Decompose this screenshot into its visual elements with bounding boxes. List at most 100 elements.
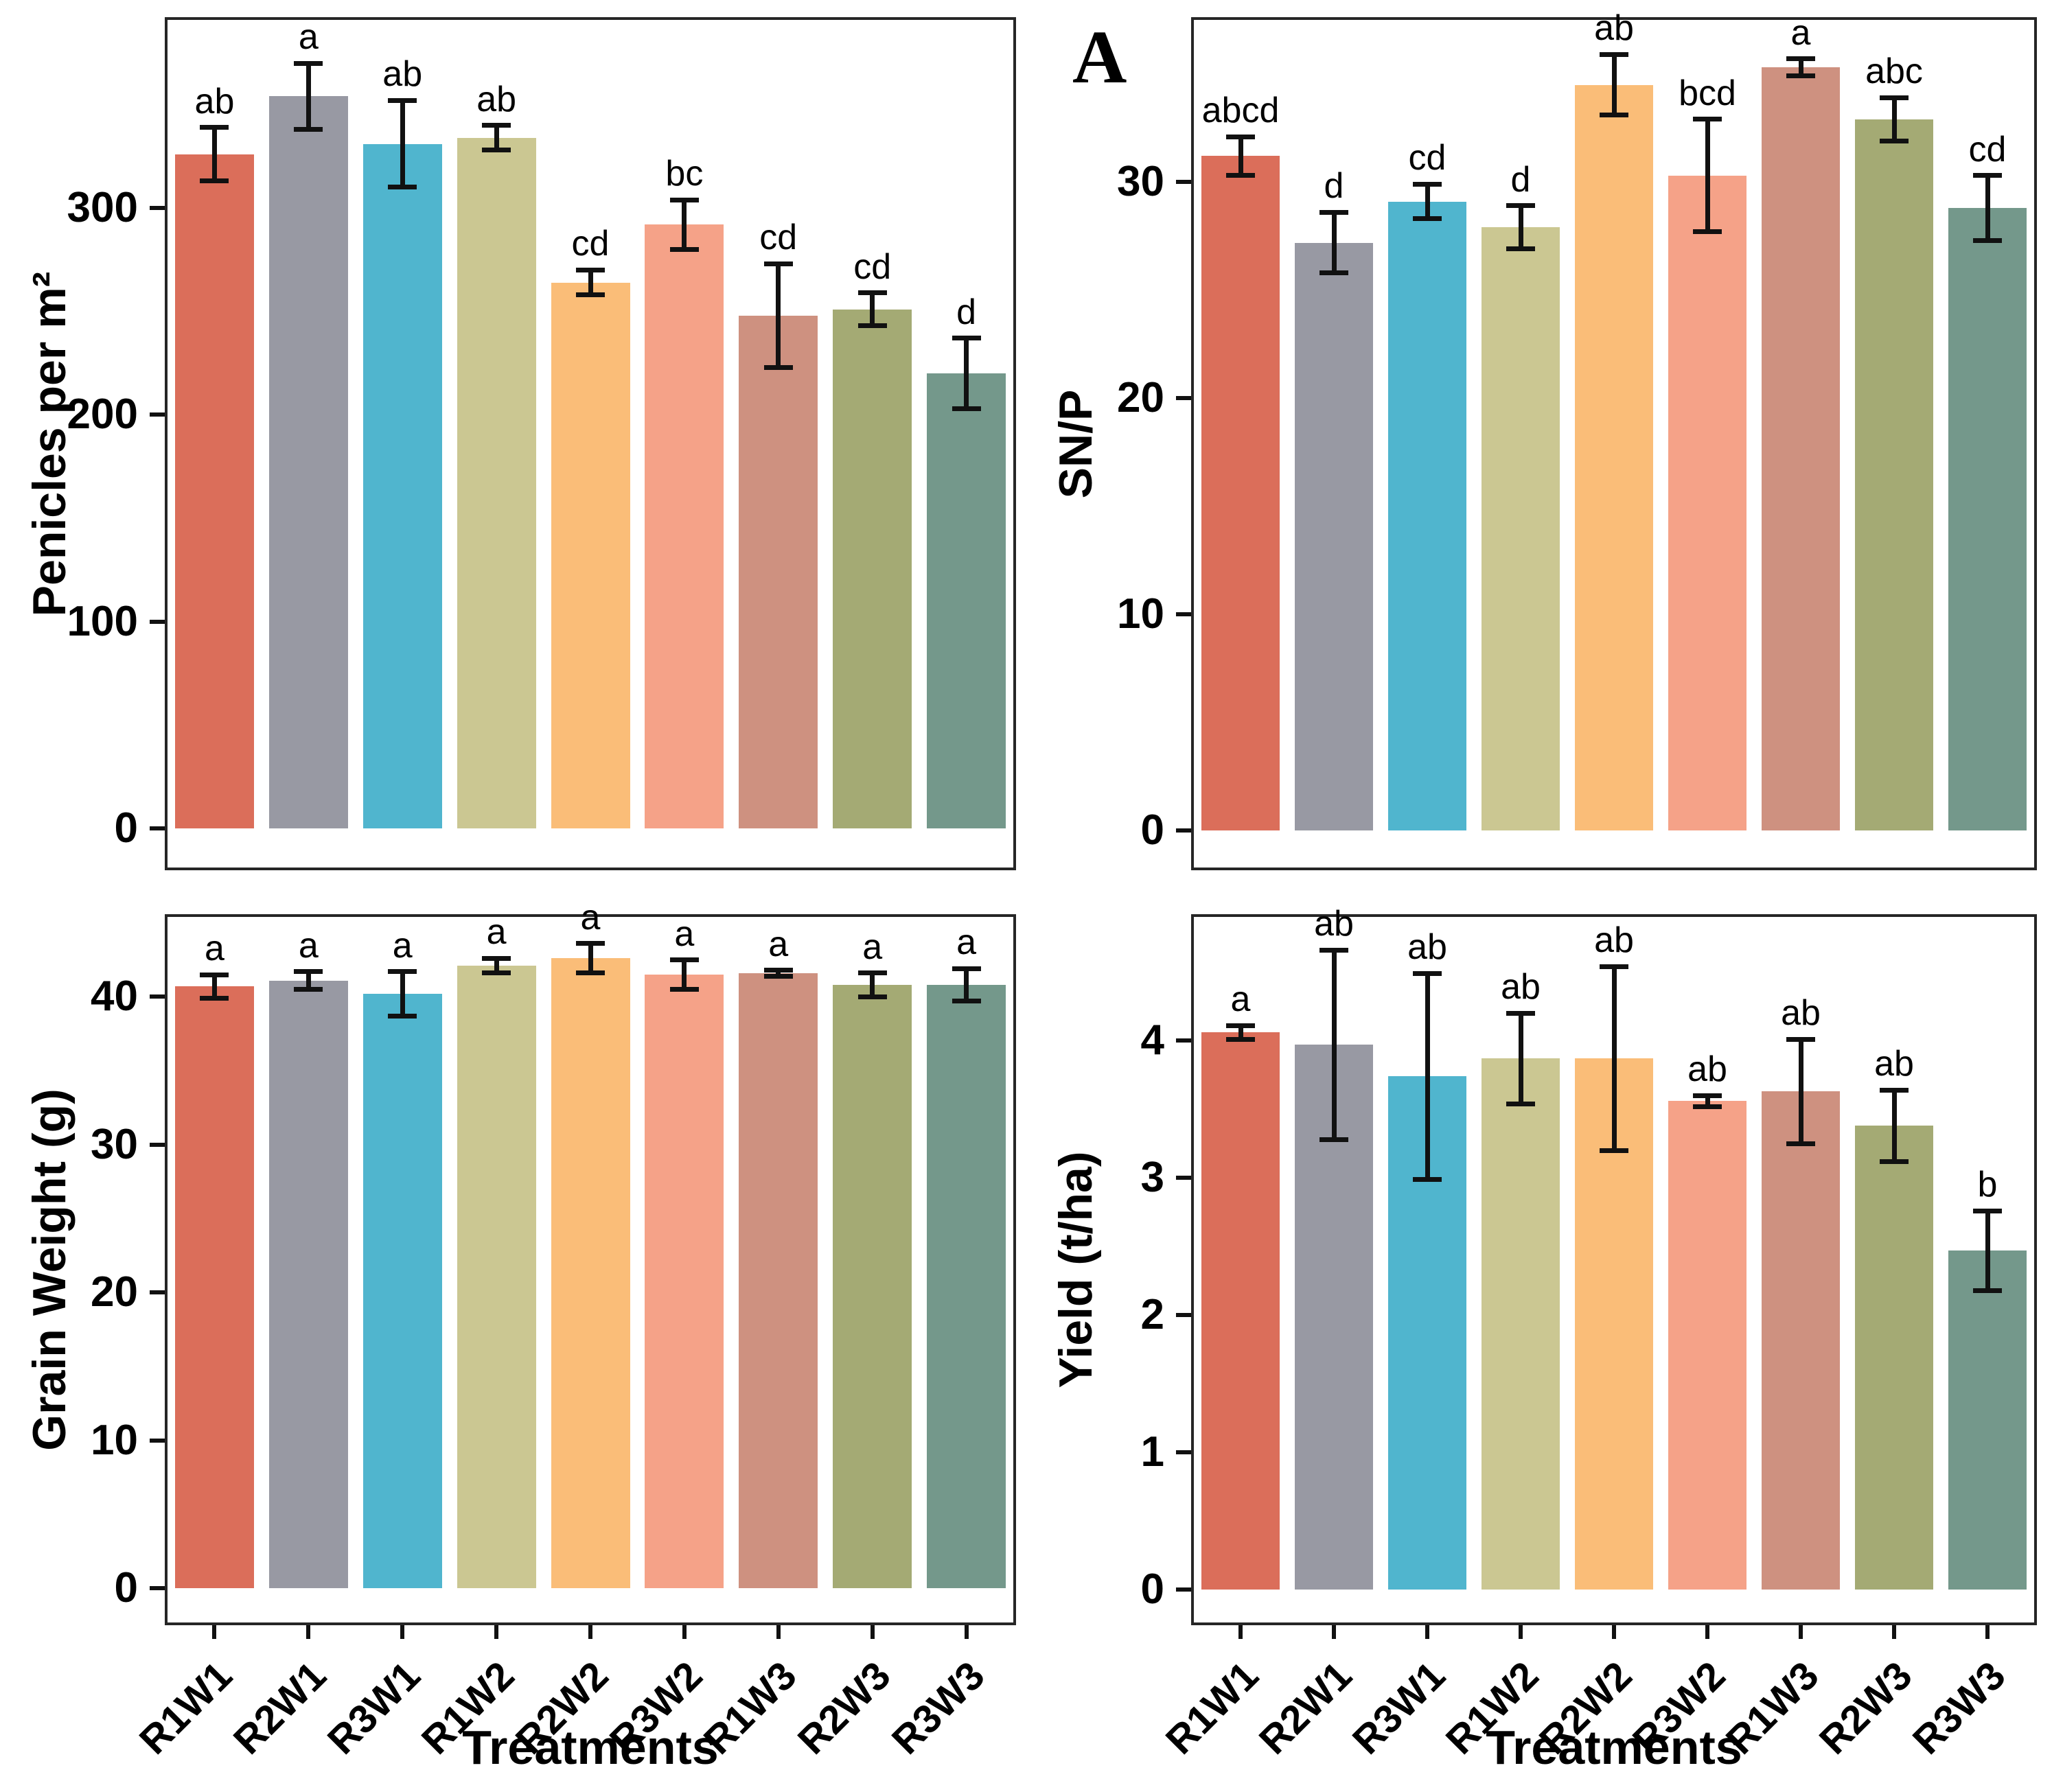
- sig-letter-snp-R3W3: cd: [1968, 129, 2007, 170]
- panel-yield: 0 1 2 3 4 Yield (t/ha) a R1W1 ab R2W1 ab R3W1 ab R1W2…: [1050, 906, 2037, 1774]
- error-bar-cap-top: [200, 972, 229, 977]
- sig-letter-snp-R1W1: abcd: [1201, 91, 1280, 131]
- error-bar-cap-bottom: [200, 996, 229, 1001]
- y-tick-mark: [150, 826, 165, 830]
- y-tick-mark: [1176, 1587, 1191, 1592]
- error-bar-grain-weight-R3W1: [400, 971, 405, 1016]
- sig-letter-panicles-R1W2: ab: [476, 79, 517, 119]
- error-bar-cap-top: [763, 261, 793, 266]
- error-bar-panicles-R2W3: [870, 292, 875, 326]
- y-tick-label: 0: [1140, 806, 1164, 854]
- error-bar-cap-top: [952, 336, 981, 341]
- sig-letter-panicles-R1W3: cd: [759, 218, 798, 258]
- error-bar-snp-R3W3: [1985, 175, 1990, 241]
- error-bar-cap-top: [388, 969, 417, 975]
- error-bar-cap-top: [1600, 51, 1628, 57]
- error-bar-grain-weight-R3W3: [964, 968, 969, 1001]
- sig-letter-snp-R2W3: abc: [1865, 51, 1923, 92]
- bar-yield-R1W1: [1201, 1032, 1280, 1590]
- error-bar-cap-bottom: [576, 292, 605, 298]
- y-tick-label: 200: [67, 391, 138, 439]
- bar-panicles-R1W2: [457, 137, 536, 828]
- x-tick-mark: [1425, 1625, 1429, 1639]
- bar-grain-weight-R3W1: [362, 994, 442, 1589]
- error-bar-cap-top: [1693, 117, 1722, 122]
- error-bar-panicles-R2W1: [306, 63, 311, 130]
- error-bar-cap-top: [1413, 970, 1442, 976]
- y-tick-mark: [1176, 828, 1191, 833]
- bar-panicles-R2W1: [268, 96, 348, 828]
- error-bar-snp-R2W2: [1611, 54, 1617, 115]
- error-bar-grain-weight-R1W1: [211, 975, 217, 999]
- error-bar-yield-R1W2: [1518, 1013, 1523, 1104]
- bar-yield-R1W2: [1482, 1058, 1560, 1590]
- y-tick-label: 3: [1140, 1154, 1164, 1201]
- sig-letter-panicles-R3W3: d: [956, 292, 976, 332]
- error-bar-grain-weight-R1W3: [776, 970, 781, 977]
- sig-letter-yield-R2W1: ab: [1314, 904, 1354, 944]
- error-bar-yield-R2W3: [1891, 1090, 1897, 1161]
- sig-letter-grain-weight-R3W2: a: [674, 914, 695, 954]
- error-bar-cap-top: [1319, 209, 1348, 215]
- sig-letter-panicles-R3W2: bc: [665, 154, 704, 194]
- y-tick-label: 20: [91, 1268, 138, 1316]
- error-bar-cap-top: [1226, 1023, 1255, 1028]
- error-bar-panicles-R3W2: [682, 200, 687, 250]
- y-tick-mark: [1176, 612, 1191, 617]
- y-tick-mark: [150, 206, 165, 211]
- bar-panicles-R2W2: [551, 282, 630, 828]
- sig-letter-grain-weight-R3W3: a: [956, 922, 976, 963]
- y-tick-mark: [150, 1290, 165, 1295]
- error-bar-cap-top: [669, 197, 699, 202]
- error-bar-cap-bottom: [952, 999, 981, 1004]
- y-tick-label: 1: [1140, 1428, 1164, 1476]
- error-bar-cap-bottom: [669, 246, 699, 252]
- sig-letter-panicles-R3W1: ab: [382, 54, 423, 95]
- x-tick-mark: [494, 1625, 499, 1639]
- y-tick-mark: [150, 619, 165, 624]
- error-bar-cap-bottom: [1506, 246, 1535, 252]
- error-bar-cap-bottom: [763, 973, 793, 979]
- error-bar-cap-bottom: [388, 1013, 417, 1019]
- sig-letter-yield-R1W2: ab: [1501, 967, 1541, 1007]
- error-bar-cap-top: [1413, 181, 1442, 187]
- error-bar-cap-bottom: [200, 178, 229, 184]
- sig-letter-panicles-R2W3: cd: [853, 246, 892, 287]
- error-bar-panicles-R1W2: [494, 125, 499, 150]
- bar-snp-R3W2: [1668, 175, 1746, 831]
- x-tick-mark: [1519, 1625, 1523, 1639]
- error-bar-cap-bottom: [1226, 1036, 1255, 1042]
- error-bar-cap-bottom: [1973, 1288, 2002, 1293]
- sig-letter-snp-R2W2: ab: [1594, 8, 1634, 49]
- error-bar-panicles-R1W3: [776, 264, 781, 368]
- error-bar-cap-top: [857, 970, 887, 976]
- error-bar-cap-top: [482, 955, 511, 961]
- y-tick-mark: [150, 1438, 165, 1443]
- sig-letter-grain-weight-R2W3: a: [862, 927, 883, 967]
- bar-yield-R3W2: [1668, 1101, 1746, 1590]
- error-bar-cap-bottom: [482, 970, 511, 976]
- y-axis-title: Penicles per m²: [23, 271, 76, 616]
- sig-letter-yield-R1W1: a: [1230, 979, 1251, 1019]
- y-tick-label: 4: [1140, 1016, 1164, 1064]
- bar-grain-weight-R1W2: [457, 966, 536, 1589]
- x-tick-mark: [212, 1625, 217, 1639]
- error-bar-cap-bottom: [763, 364, 793, 370]
- x-tick-mark: [1332, 1625, 1336, 1639]
- error-bar-cap-top: [1600, 964, 1628, 969]
- error-bar-yield-R1W3: [1798, 1039, 1803, 1143]
- error-bar-cap-bottom: [857, 323, 887, 329]
- error-bar-cap-bottom: [1600, 113, 1628, 118]
- bar-yield-R1W3: [1762, 1091, 1840, 1590]
- error-bar-grain-weight-R2W3: [870, 973, 875, 997]
- x-tick-mark: [1705, 1625, 1709, 1639]
- sig-letter-snp-R1W2: d: [1510, 159, 1531, 200]
- bar-grain-weight-R2W1: [268, 980, 348, 1589]
- y-tick-label: 300: [67, 184, 138, 232]
- error-bar-cap-top: [576, 267, 605, 272]
- error-bar-yield-R3W2: [1705, 1095, 1710, 1106]
- error-bar-cap-top: [1786, 56, 1815, 62]
- bar-snp-R2W2: [1575, 84, 1653, 831]
- y-axis-title: SN/P: [1050, 389, 1102, 498]
